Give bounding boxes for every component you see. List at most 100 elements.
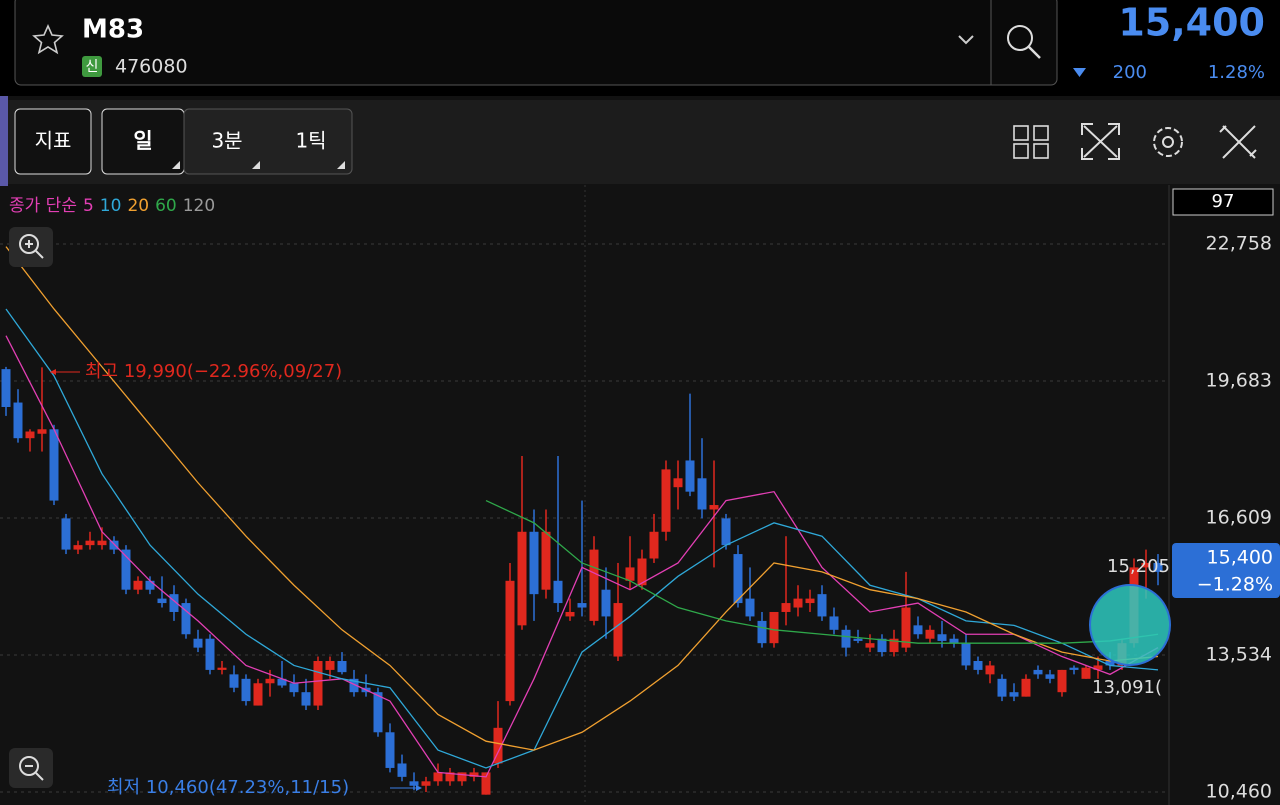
- candle-body: [709, 505, 719, 510]
- candle-body: [37, 429, 47, 434]
- ma-legend-item: 20: [127, 196, 149, 216]
- candle-body: [1081, 667, 1091, 679]
- candle-body: [961, 643, 971, 666]
- candle-body: [685, 460, 695, 492]
- indicator-button[interactable]: [14, 108, 92, 175]
- plot: [1, 246, 1163, 795]
- badge: 신: [86, 59, 99, 75]
- corner-mark: [172, 161, 180, 169]
- candle-body: [1153, 562, 1163, 572]
- candle-body: [613, 603, 623, 657]
- current-change: −1.28%: [1197, 574, 1273, 596]
- candle-body: [1009, 692, 1019, 697]
- current-price-tag: [1172, 543, 1280, 598]
- candle-body: [253, 683, 263, 706]
- fullscreen-icon[interactable]: [1081, 123, 1120, 160]
- candle-body: [409, 781, 419, 786]
- settings-icon[interactable]: [1153, 127, 1183, 157]
- recent-high: 15,205: [1107, 556, 1170, 577]
- search-icon[interactable]: [1007, 25, 1033, 51]
- candle-body: [325, 660, 335, 670]
- candle-body: [481, 772, 491, 795]
- candle-body: [937, 634, 947, 641]
- candle-body: [493, 727, 503, 764]
- candle-body: [1069, 667, 1079, 670]
- candle-body: [793, 598, 803, 608]
- candle-body: [193, 638, 203, 648]
- candle-body: [997, 678, 1007, 697]
- candle-body: [97, 540, 107, 546]
- badge-bg: [82, 56, 102, 77]
- ma-legend-item: 5: [83, 196, 94, 216]
- dropdown-icon[interactable]: [958, 35, 974, 45]
- ma-line: [5, 246, 1159, 751]
- candle-body: [769, 611, 779, 644]
- side-tab[interactable]: [0, 96, 8, 186]
- candle-body: [397, 763, 407, 777]
- candle-body: [529, 531, 539, 595]
- candle-body: [1141, 562, 1151, 568]
- candle-body: [517, 531, 527, 626]
- candle-body: [721, 518, 731, 546]
- candle-body: [169, 594, 179, 612]
- tick-label[interactable]: 1틱: [295, 129, 326, 153]
- candle-body: [289, 683, 299, 693]
- ma-legend: 종가 단순 5 10 20 60 120: [9, 196, 215, 216]
- day-label: 일: [133, 129, 152, 153]
- candle-body: [445, 772, 455, 782]
- candle-body: [577, 603, 587, 608]
- candle-body: [13, 402, 23, 439]
- candle-body: [637, 558, 647, 586]
- ma-line: [485, 499, 1159, 644]
- ma-prefix: 종가 단순: [9, 196, 77, 216]
- candle-body: [1093, 665, 1103, 670]
- candle-body: [145, 580, 155, 590]
- candle-body: [1057, 669, 1067, 693]
- ma-legend-item: 120: [183, 196, 215, 216]
- ma-line: [5, 335, 1159, 778]
- count-label: 97: [1212, 191, 1235, 212]
- candle-body: [673, 478, 683, 488]
- high-arrow: [50, 369, 56, 375]
- minute-label[interactable]: 3분: [211, 129, 242, 153]
- y-tick-label: 10,460: [1206, 781, 1272, 803]
- ma-line: [5, 308, 1159, 769]
- ma-legend-item: 60: [155, 196, 177, 216]
- candle-body: [205, 638, 215, 670]
- interval-group: [183, 108, 353, 175]
- candle-body: [973, 660, 983, 670]
- zoom-out-icon[interactable]: [9, 748, 53, 788]
- candle-body: [457, 772, 467, 782]
- search-box[interactable]: [14, 0, 1058, 86]
- candle-body: [1105, 660, 1115, 666]
- current-price: 15,400: [1207, 547, 1273, 569]
- corner-mark: [337, 161, 345, 169]
- candle-body: [133, 580, 143, 590]
- low-arrow: [416, 785, 422, 791]
- candle-body: [301, 692, 311, 706]
- candle-body: [85, 540, 95, 546]
- layout-icon[interactable]: [1013, 125, 1049, 159]
- zoom-in-icon[interactable]: [9, 227, 53, 267]
- search-icon-handle: [1028, 46, 1041, 59]
- favorite-icon[interactable]: [32, 24, 64, 55]
- candle-body: [649, 531, 659, 559]
- candle-body: [385, 732, 395, 768]
- candle-body: [469, 772, 479, 777]
- candle-body: [1045, 674, 1055, 679]
- candle-body: [25, 431, 35, 439]
- corner-mark: [252, 161, 260, 169]
- candle-body: [157, 598, 167, 604]
- candle-body: [949, 638, 959, 644]
- price-axis-bg: [1170, 185, 1280, 805]
- stock-code: 476080: [115, 56, 188, 78]
- candle-body: [109, 540, 119, 550]
- candle-body: [505, 580, 515, 702]
- symbol: M83: [82, 15, 144, 45]
- candle-body: [49, 429, 59, 501]
- tools-icon[interactable]: [1219, 125, 1257, 159]
- y-tick-label: 22,758: [1206, 233, 1272, 255]
- candle-body: [901, 607, 911, 648]
- candle-body: [625, 567, 635, 581]
